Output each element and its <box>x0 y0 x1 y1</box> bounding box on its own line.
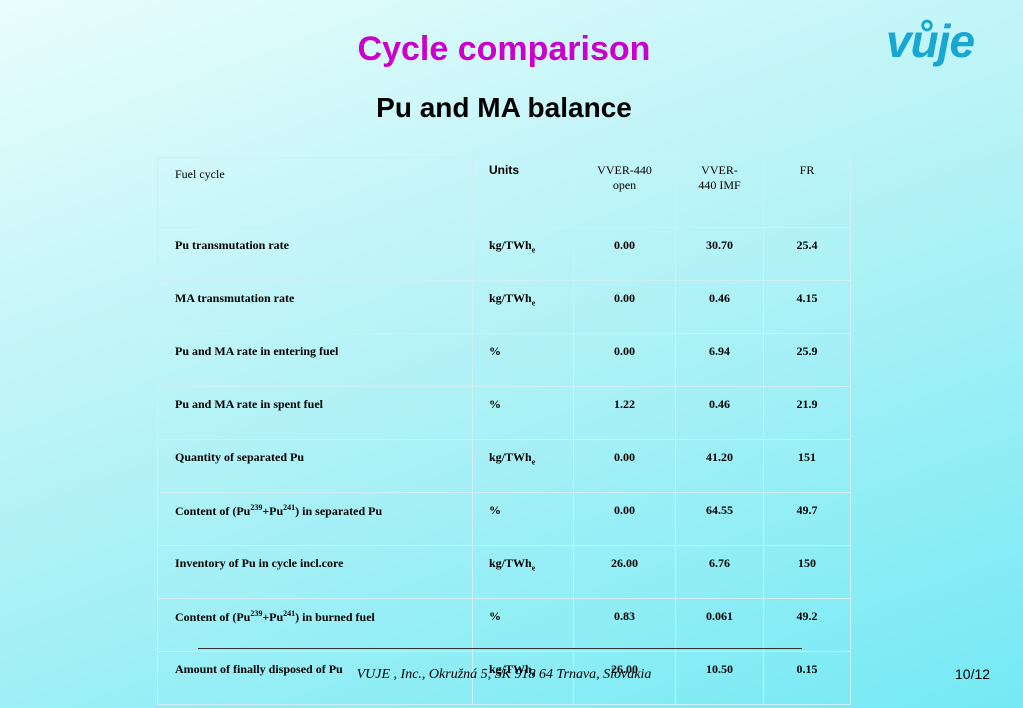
row-value-vver-open: 0.00 <box>573 333 676 387</box>
row-label: MA transmutation rate <box>157 280 473 334</box>
row-unit: kg/TWhe <box>472 227 574 281</box>
header-vver-440-open: VVER-440 open <box>573 157 676 228</box>
header-vver-440-imf: VVER- 440 IMF <box>675 157 764 228</box>
row-value-fr: 49.2 <box>763 598 851 652</box>
slide-subtitle: Pu and MA balance <box>376 92 632 123</box>
row-value-vver-imf: 0.061 <box>675 598 764 652</box>
pu-ma-balance-table: Fuel cycle Units VVER-440 open VVER- 440… <box>157 157 851 705</box>
header-fuel-cycle: Fuel cycle <box>157 157 473 228</box>
row-value-vver-open: 26.00 <box>573 545 676 599</box>
row-value-fr: 150 <box>763 545 851 599</box>
table-row: Content of (Pu239+Pu241) in separated Pu… <box>157 492 851 546</box>
row-value-vver-imf: 41.20 <box>675 439 764 493</box>
slide-title: Cycle comparison <box>357 30 651 68</box>
row-unit: % <box>472 333 574 387</box>
row-value-vver-imf: 0.46 <box>675 386 764 440</box>
row-value-vver-imf: 6.76 <box>675 545 764 599</box>
table-row: Pu and MA rate in entering fuel % 0.00 6… <box>157 333 851 387</box>
row-unit: kg/TWhe <box>472 439 574 493</box>
row-value-vver-imf: 30.70 <box>675 227 764 281</box>
row-label: Content of (Pu239+Pu241) in separated Pu <box>157 492 473 546</box>
page-number: 10/12 <box>955 666 991 682</box>
row-value-vver-open: 26.00 <box>573 651 676 705</box>
row-value-fr: 0.15 <box>763 651 851 705</box>
table-row: Quantity of separated Pu kg/TWhe 0.00 41… <box>157 439 851 493</box>
row-value-fr: 25.9 <box>763 333 851 387</box>
row-unit: % <box>472 492 574 546</box>
row-label: Pu and MA rate in entering fuel <box>157 333 473 387</box>
row-value-vver-open: 0.83 <box>573 598 676 652</box>
row-unit: % <box>472 386 574 440</box>
table-row: Pu and MA rate in spent fuel % 1.22 0.46… <box>157 386 851 440</box>
row-label: Content of (Pu239+Pu241) in burned fuel <box>157 598 473 652</box>
footer-address: VUJE , Inc., Okružná 5, SK 918 64 Trnava… <box>356 667 652 682</box>
row-unit: kg/TWhe <box>472 280 574 334</box>
table-row: Amount of finally disposed of Pu kg/TWhe… <box>157 651 851 705</box>
row-label: Pu and MA rate in spent fuel <box>157 386 473 440</box>
row-value-fr: 25.4 <box>763 227 851 281</box>
table-row: Pu transmutation rate kg/TWhe 0.00 30.70… <box>157 227 851 281</box>
table-row: Content of (Pu239+Pu241) in burned fuel … <box>157 598 851 652</box>
row-value-fr: 151 <box>763 439 851 493</box>
row-value-vver-imf: 6.94 <box>675 333 764 387</box>
row-value-vver-open: 0.00 <box>573 227 676 281</box>
vuje-logo: vůje <box>886 15 975 67</box>
table-row: Inventory of Pu in cycle incl.core kg/TW… <box>157 545 851 599</box>
row-value-vver-open: 0.00 <box>573 280 676 334</box>
row-label: Pu transmutation rate <box>157 227 473 281</box>
row-value-fr: 4.15 <box>763 280 851 334</box>
header-fr: FR <box>763 157 851 228</box>
footer-divider <box>198 648 802 649</box>
table-header-row: Fuel cycle Units VVER-440 open VVER- 440… <box>157 157 851 228</box>
row-label: Inventory of Pu in cycle incl.core <box>157 545 473 599</box>
header-units: Units <box>472 157 574 228</box>
row-unit: kg/TWhe <box>472 651 574 705</box>
row-unit: kg/TWhe <box>472 545 574 599</box>
row-label: Quantity of separated Pu <box>157 439 473 493</box>
row-value-vver-open: 0.00 <box>573 492 676 546</box>
row-value-fr: 21.9 <box>763 386 851 440</box>
row-value-vver-imf: 64.55 <box>675 492 764 546</box>
row-value-vver-imf: 0.46 <box>675 280 764 334</box>
row-value-fr: 49.7 <box>763 492 851 546</box>
row-label: Amount of finally disposed of Pu <box>157 651 473 705</box>
row-value-vver-open: 1.22 <box>573 386 676 440</box>
row-unit: % <box>472 598 574 652</box>
table-row: MA transmutation rate kg/TWhe 0.00 0.46 … <box>157 280 851 334</box>
row-value-vver-imf: 10.50 <box>675 651 764 705</box>
row-value-vver-open: 0.00 <box>573 439 676 493</box>
